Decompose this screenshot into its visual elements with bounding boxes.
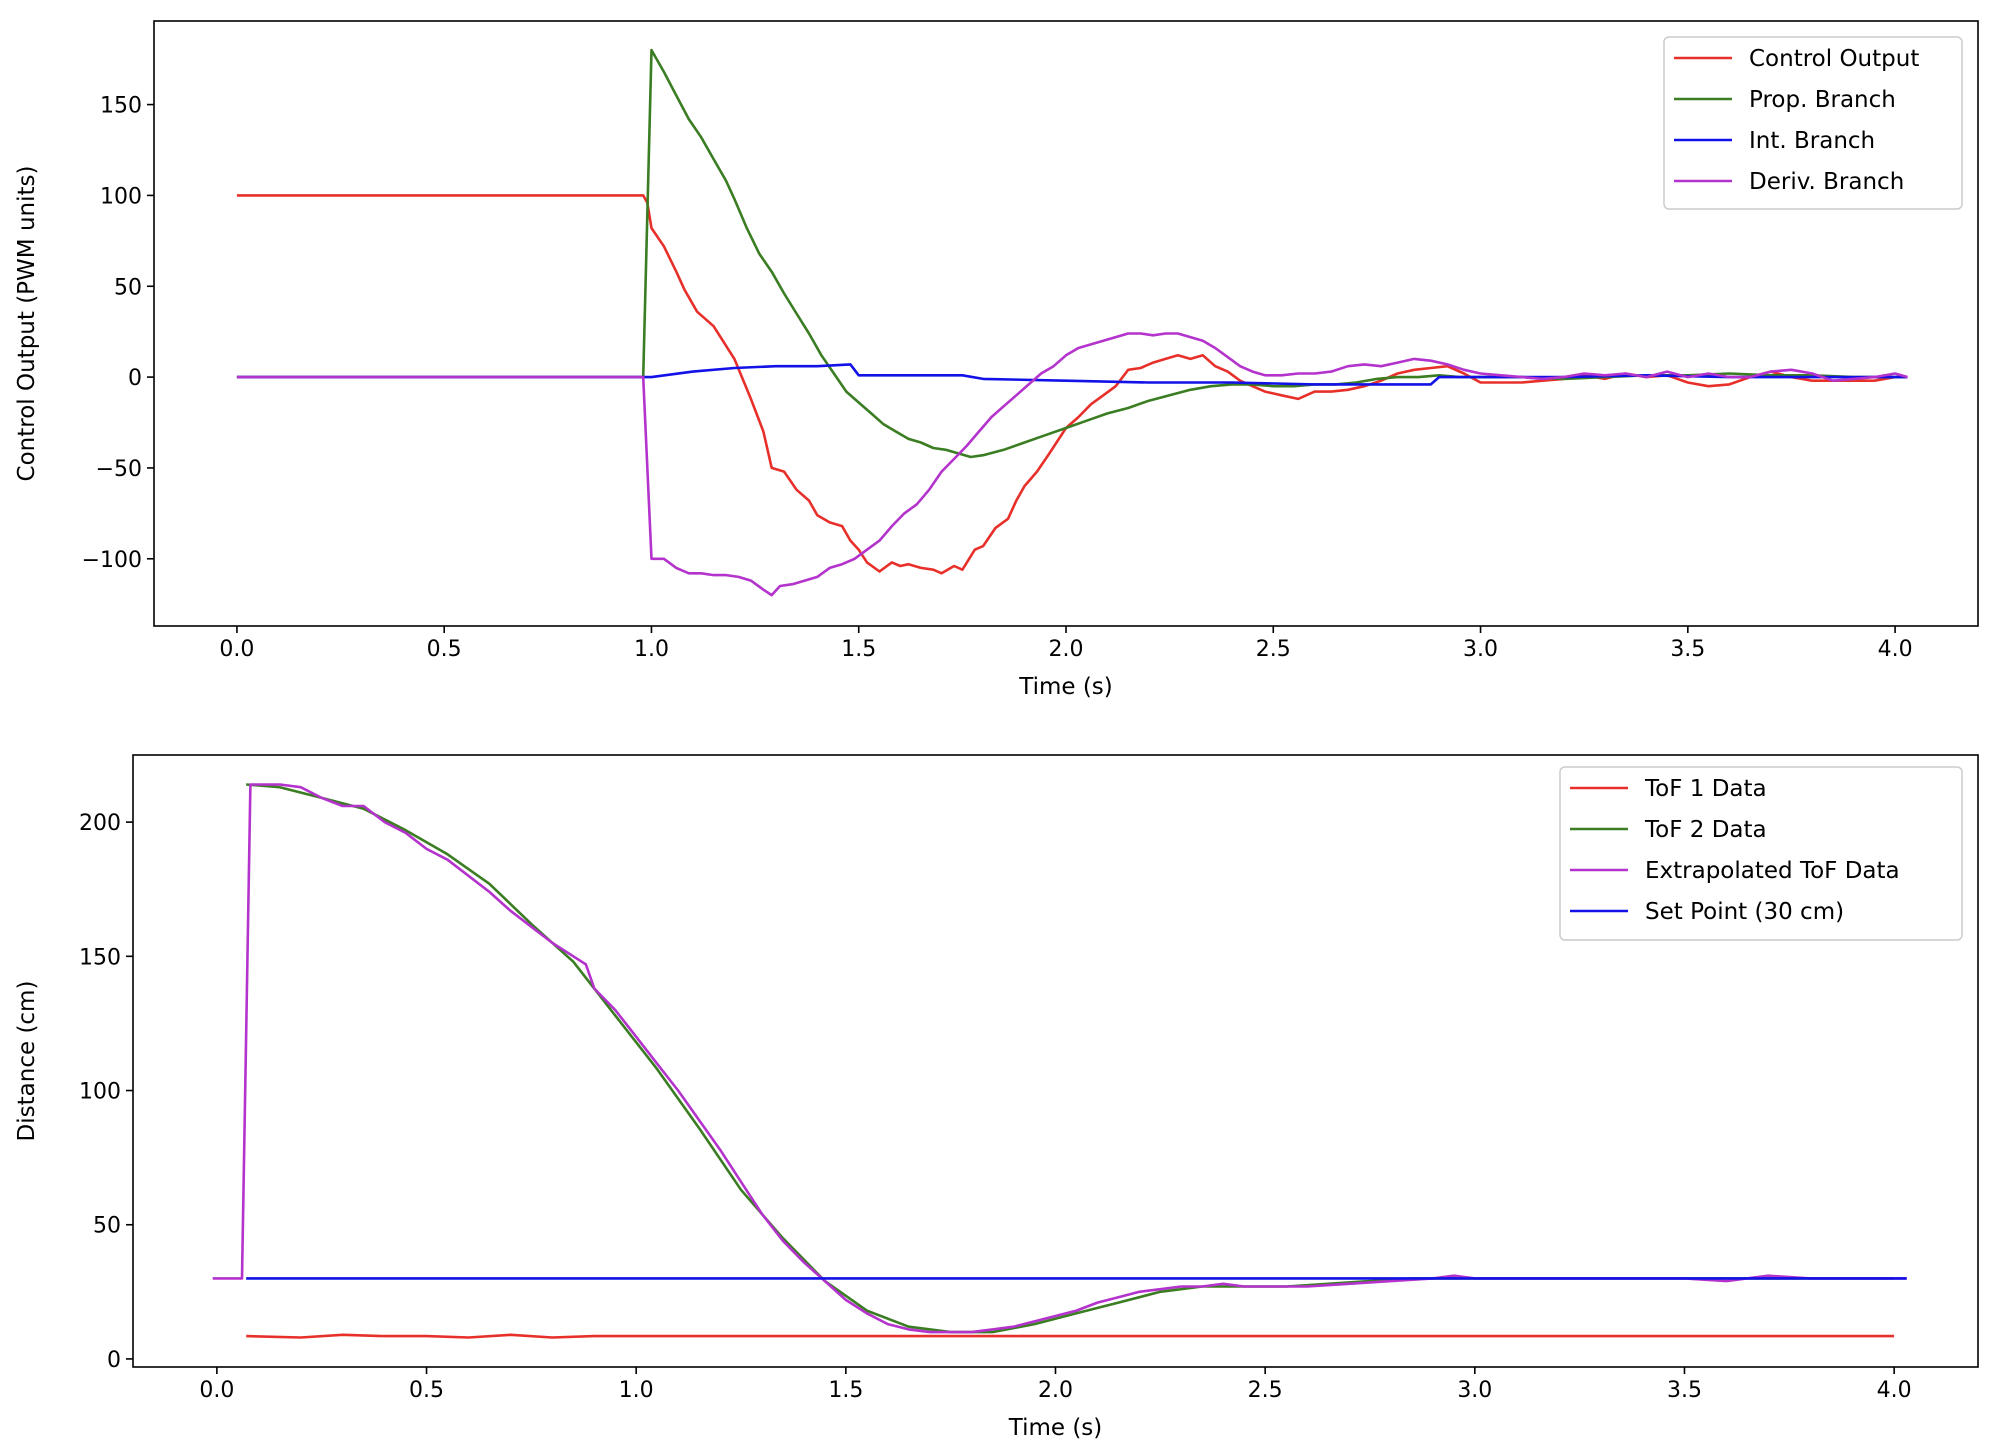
x-tick-label: 0.0: [219, 637, 254, 662]
y-axis-label: Distance (cm): [14, 981, 40, 1142]
x-tick-label: 1.5: [841, 637, 876, 662]
y-tick-label: 0: [128, 366, 142, 391]
series-line-1: [236, 194, 1908, 575]
legend-label: Int. Branch: [1749, 128, 1875, 154]
legend-label: Deriv. Branch: [1749, 169, 1904, 195]
legend-label: Control Output: [1749, 46, 1919, 72]
legend-box: [1559, 766, 1963, 941]
x-tick-label: 0.5: [427, 637, 462, 662]
x-tick-label: 0.5: [409, 1378, 444, 1403]
x-tick-label: 2.0: [1049, 637, 1084, 662]
series-line-4: [236, 332, 1908, 597]
legend: Control Output Prop. Branch Int. Branch Der…: [1663, 36, 1963, 210]
x-tick-label: 4.0: [1878, 637, 1913, 662]
x-tick-label: 1.0: [619, 1378, 654, 1403]
y-tick-label: 100: [100, 184, 142, 209]
y-tick-label: 100: [79, 1080, 121, 1105]
legend: ToF 1 Data ToF 2 Data Extrapolated ToF Dat…: [1559, 766, 1963, 941]
legend-box: [1663, 36, 1963, 210]
x-axis-label: Time (s): [1018, 674, 1113, 700]
y-tick-label: 150: [100, 94, 142, 119]
x-tick-label: 4.0: [1877, 1378, 1912, 1403]
legend-label: Extrapolated ToF Data: [1645, 858, 1900, 884]
series-line-1: [246, 1333, 1895, 1339]
chart-panel-2: 0.0 0.5 1.0 1.5 2.0 2.5 3.0 3.5 4.0 200 150 100 50 0 T…: [14, 754, 1979, 1441]
y-tick-label: 0: [107, 1348, 121, 1373]
x-tick-label: 2.0: [1038, 1378, 1073, 1403]
y-tick-label: 150: [79, 945, 121, 970]
series-line-3: [212, 783, 1907, 1334]
x-tick-label: 0.0: [199, 1378, 234, 1403]
x-axis-label: Time (s): [1008, 1415, 1103, 1441]
x-tick-label: 2.5: [1256, 637, 1291, 662]
legend-label: Set Point (30 cm): [1645, 899, 1844, 925]
y-tick-label: 50: [93, 1214, 121, 1239]
legend-label: ToF 2 Data: [1644, 817, 1767, 843]
x-tick-label: 3.0: [1457, 1378, 1492, 1403]
x-tick-label: 1.0: [634, 637, 669, 662]
x-tick-label: 1.5: [828, 1378, 863, 1403]
series-line-2: [236, 48, 1908, 459]
legend-label: ToF 1 Data: [1644, 776, 1767, 802]
legend-label: Prop. Branch: [1749, 87, 1896, 113]
x-tick-label: 3.5: [1670, 637, 1705, 662]
chart-panel-1: 0.0 0.5 1.0 1.5 2.0 2.5 3.0 3.5 4.0 150 100 50 0 −50 −…: [14, 20, 1979, 700]
x-tick-label: 2.5: [1248, 1378, 1283, 1403]
y-tick-label: −50: [96, 457, 142, 482]
x-tick-label: 3.0: [1463, 637, 1498, 662]
y-axis-label: Control Output (PWM units): [14, 166, 40, 482]
y-tick-label: 200: [79, 811, 121, 836]
x-tick-label: 3.5: [1667, 1378, 1702, 1403]
y-tick-label: 50: [114, 275, 142, 300]
y-tick-label: −100: [82, 548, 142, 573]
